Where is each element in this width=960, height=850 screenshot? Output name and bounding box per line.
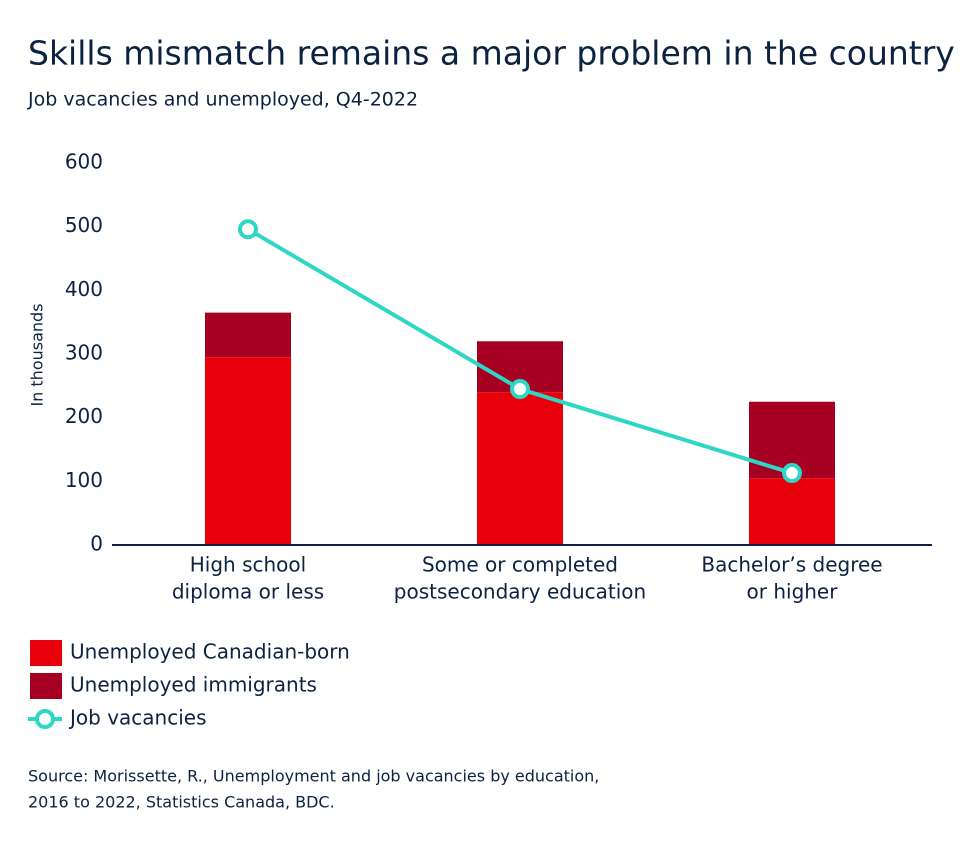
source: Source: Morissette, R., Unemployment and… (28, 767, 599, 786)
x-tick-label: diploma or less (172, 580, 324, 604)
line-point (238, 219, 258, 240)
y-tick-label: 100 (65, 468, 103, 492)
legend-label: Unemployed immigrants (70, 673, 317, 697)
bar (477, 392, 563, 545)
legend-swatch (30, 640, 62, 666)
y-tick-label: 600 (65, 150, 103, 174)
y-tick-label: 400 (65, 277, 103, 301)
chart-subtitle: Job vacancies and unemployed, Q4-2022 (27, 89, 418, 111)
legend-label: Job vacancies (68, 706, 206, 730)
y-tick-label: 0 (90, 532, 103, 556)
chart-title: Skills mismatch remains a major problem … (28, 34, 955, 73)
bar (749, 478, 835, 545)
x-tick-label: Bachelor’s degree (701, 553, 882, 577)
bar (205, 357, 291, 545)
x-tick-label: postsecondary education (394, 580, 646, 604)
line-point (782, 463, 802, 484)
legend-swatch (35, 709, 55, 729)
y-tick-label: 200 (65, 404, 103, 428)
y-axis-label: In thousands (28, 303, 47, 406)
legend-label: Unemployed Canadian-born (70, 640, 350, 664)
x-tick-label: or higher (747, 580, 839, 604)
bar (205, 312, 291, 358)
line-point (510, 379, 530, 400)
legend-swatch (30, 673, 62, 699)
source: 2016 to 2022, Statistics Canada, BDC. (28, 793, 335, 812)
y-tick-label: 500 (65, 213, 103, 237)
y-tick-label: 300 (65, 341, 103, 365)
x-tick-label: High school (190, 553, 306, 577)
x-tick-label: Some or completed (422, 553, 618, 577)
